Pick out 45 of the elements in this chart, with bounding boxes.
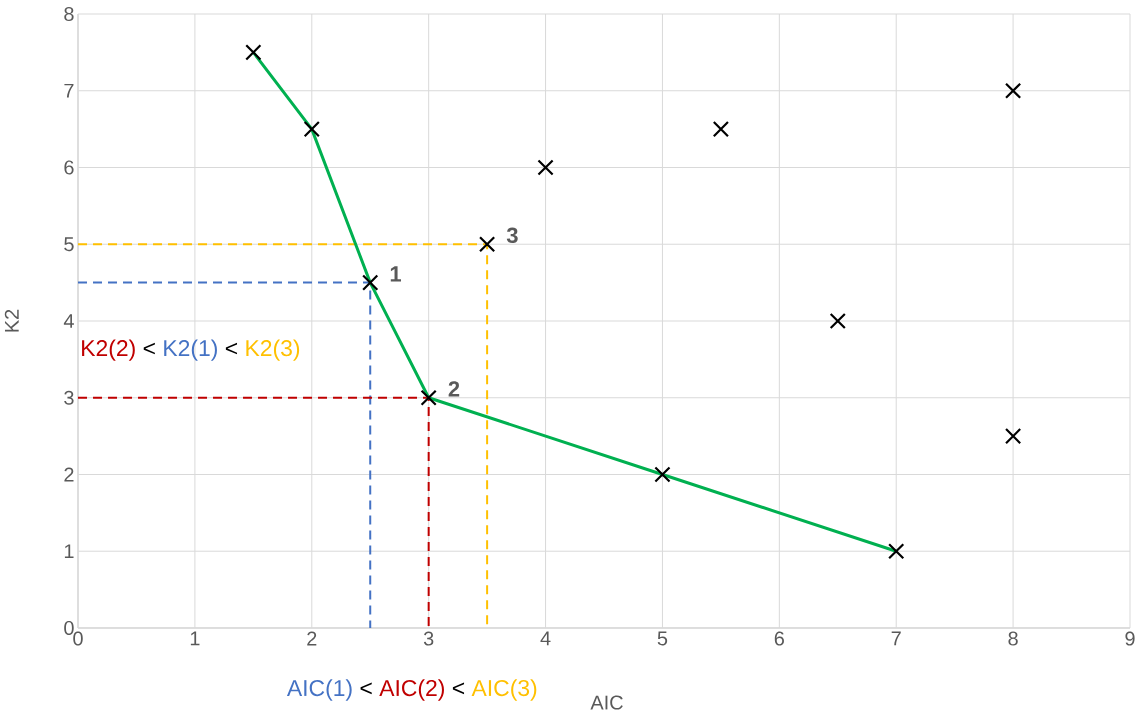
point: [478, 236, 496, 253]
text: AIC(3): [471, 679, 537, 701]
x-tick-label: 1: [190, 631, 200, 646]
x-tick-label: 2: [307, 631, 317, 646]
annotation: K2(2): [82, 339, 135, 361]
point: [362, 274, 379, 291]
y-tick-label: 3: [64, 390, 74, 405]
point: [829, 312, 846, 330]
annotation: 3: [506, 227, 518, 244]
y-tick-label: 5: [64, 237, 74, 252]
x-tick-label: 9: [1125, 631, 1135, 646]
annotation: <: [225, 342, 238, 355]
y-tick-label: 1: [64, 544, 74, 559]
point: [654, 466, 671, 483]
point: [888, 543, 905, 560]
x-tick-label: 5: [657, 631, 668, 646]
annotation: <: [143, 342, 155, 355]
y-axis-title: K2: [4, 309, 19, 332]
point: [420, 389, 437, 406]
annotation: 1: [390, 266, 401, 282]
text: AIC(2): [379, 679, 444, 701]
x-axis-title: AIC: [590, 695, 623, 710]
point: [537, 159, 554, 176]
text: AIC(1): [286, 679, 352, 701]
point: [303, 120, 320, 138]
text: <: [360, 682, 372, 695]
point: [245, 44, 262, 61]
y-tick-label: 8: [64, 6, 74, 22]
point: [1004, 427, 1022, 445]
annotation: K2(3): [246, 339, 300, 361]
y-tick-label: 7: [64, 83, 74, 98]
annotation: K2(1): [164, 339, 217, 361]
text: <: [452, 682, 465, 695]
y-tick-label: 4: [63, 314, 74, 328]
x-tick-label: 6: [774, 631, 784, 646]
x-tick-label: 4: [540, 631, 551, 646]
x-tick-label: 8: [1008, 631, 1018, 646]
annotation: 2: [448, 381, 460, 397]
y-tick-label: 2: [64, 467, 74, 482]
y-tick-label: 6: [64, 160, 74, 175]
point: [712, 120, 730, 138]
x-tick-label: 3: [423, 631, 434, 646]
x-tick-label: 7: [891, 631, 901, 646]
y-tick-label: 0: [64, 620, 74, 636]
point: [1004, 82, 1022, 99]
